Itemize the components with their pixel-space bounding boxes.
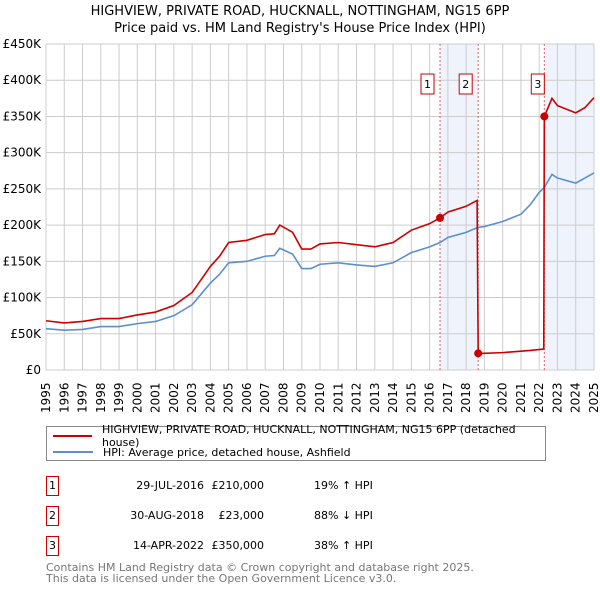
plot-area: £0 £50K £100K £150K £200K £250K £300K £350K £400… [3, 37, 600, 413]
sale-price: £23,000 [218, 509, 265, 522]
x-tick-label: 2006 [240, 382, 254, 413]
legend-label: HPI: Average price, detached house, Ashf… [103, 445, 351, 459]
x-tick-label: 2001 [149, 382, 163, 413]
x-tick-label: 2020 [496, 382, 510, 413]
footer-copyright: Contains HM Land Registry data © Crown c… [46, 561, 474, 574]
sale-marker-box [458, 73, 473, 95]
x-tick-label: 2007 [258, 382, 272, 413]
x-tick-label: 1996 [57, 382, 71, 413]
y-tick-label: £150K [3, 254, 43, 268]
x-tick-label: 2015 [404, 382, 418, 413]
y-tick-label: £100K [3, 291, 43, 305]
legend-item-hpi: HPI: Average price, detached house, Ashf… [53, 444, 351, 460]
y-tick-label: £400K [3, 73, 43, 87]
sale-price: £350,000 [211, 539, 265, 552]
sale-marker-label: 2 [462, 78, 469, 91]
y-tick-label: £450K [3, 37, 43, 51]
sale-date: 14-APR-2022 [132, 539, 204, 552]
sale-marker-box [420, 73, 435, 95]
x-tick-label: 2013 [368, 382, 382, 413]
sale-marker-label: 3 [46, 536, 59, 556]
sale-price: £210,000 [211, 479, 265, 492]
x-tick-label: 2005 [222, 382, 236, 413]
x-tick-label: 2011 [331, 382, 345, 413]
plot-border [45, 43, 595, 371]
shaded-period [440, 44, 479, 370]
sale-point [436, 213, 445, 222]
x-tick-label: 2017 [441, 382, 455, 413]
y-tick-label: £0 [26, 363, 41, 377]
x-tick-label: 2004 [203, 382, 217, 413]
x-tick-label: 1995 [39, 382, 53, 413]
x-tick-label: 2010 [313, 382, 327, 413]
x-tick-label: 2000 [130, 382, 144, 413]
x-tick-label: 2019 [477, 382, 491, 413]
hpi-line [45, 172, 595, 331]
legend: HIGHVIEW, PRIVATE ROAD, HUCKNALL, NOTTIN… [46, 423, 546, 461]
y-tick-label: £300K [3, 146, 43, 160]
legend-item-property: HIGHVIEW, PRIVATE ROAD, HUCKNALL, NOTTIN… [53, 423, 545, 449]
x-tick-label: 2022 [532, 382, 546, 413]
x-tick-label: 2024 [569, 382, 583, 413]
sale-row: 2 30-AUG-2018 £23,000 88% ↓ HPI [46, 506, 546, 528]
x-tick-label: 2012 [350, 382, 364, 413]
legend-swatch-blue [53, 451, 93, 453]
sale-marker-label: 3 [534, 78, 541, 91]
legend-swatch-red [53, 435, 92, 437]
sale-marker-label: 1 [424, 78, 431, 91]
sale-point [540, 112, 549, 121]
x-tick-label: 2002 [167, 382, 181, 413]
sale-row: 1 29-JUL-2016 £210,000 19% ↑ HPI [46, 476, 546, 498]
sale-hpi-diff: 38% ↑ HPI [314, 539, 373, 552]
x-tick-label: 1998 [94, 382, 108, 413]
shaded-period [544, 44, 594, 370]
x-tick-label: 2016 [423, 382, 437, 413]
y-tick-label: £250K [3, 182, 43, 196]
x-tick-label: 2025 [587, 382, 600, 413]
sale-date: 29-JUL-2016 [136, 479, 204, 492]
x-tick-label: 2018 [459, 382, 473, 413]
footer-licence: This data is licensed under the Open Gov… [46, 572, 397, 585]
sale-marker-label: 2 [46, 506, 59, 526]
x-tick-label: 2021 [514, 382, 528, 413]
y-tick-label: £200K [3, 218, 43, 232]
y-tick-label: £50K [10, 327, 42, 341]
x-tick-label: 2014 [386, 382, 400, 413]
y-tick-label: £350K [3, 109, 43, 123]
sale-marker-label: 1 [46, 476, 59, 496]
x-tick-label: 2023 [550, 382, 564, 413]
sale-hpi-diff: 88% ↓ HPI [314, 509, 373, 522]
chart-subtitle: Price paid vs. HM Land Registry's House … [114, 21, 486, 36]
legend-label: HIGHVIEW, PRIVATE ROAD, HUCKNALL, NOTTIN… [101, 423, 516, 449]
sale-row: 3 14-APR-2022 £350,000 38% ↑ HPI [46, 536, 546, 558]
x-tick-label: 1997 [76, 382, 90, 413]
x-tick-label: 2009 [295, 382, 309, 413]
x-tick-label: 2003 [185, 382, 199, 413]
chart-title: HIGHVIEW, PRIVATE ROAD, HUCKNALL, NOTTIN… [90, 4, 510, 19]
property-price-line [45, 96, 595, 355]
x-tick-label: 2008 [276, 382, 290, 413]
sale-date: 30-AUG-2018 [130, 509, 204, 522]
sale-point [474, 349, 483, 358]
sale-marker-box [530, 73, 545, 95]
sale-hpi-diff: 19% ↑ HPI [314, 479, 373, 492]
x-tick-label: 1999 [112, 382, 126, 413]
